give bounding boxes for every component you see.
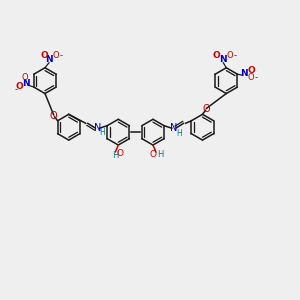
Text: O: O xyxy=(52,51,59,60)
Text: -: - xyxy=(255,73,258,82)
Text: N: N xyxy=(22,79,30,88)
Text: O: O xyxy=(149,151,157,160)
Text: O: O xyxy=(15,82,23,91)
Text: O: O xyxy=(22,73,28,82)
Text: O: O xyxy=(50,111,58,121)
Text: O: O xyxy=(248,73,255,82)
Text: -: - xyxy=(59,51,62,60)
Text: N: N xyxy=(220,55,227,64)
Text: O: O xyxy=(212,51,220,60)
Text: O: O xyxy=(203,104,210,114)
Text: N: N xyxy=(94,123,101,133)
Text: -: - xyxy=(14,85,18,94)
Text: N: N xyxy=(170,123,178,133)
Text: H: H xyxy=(100,128,105,137)
Text: H: H xyxy=(176,129,182,138)
Text: -: - xyxy=(234,51,237,60)
Text: O: O xyxy=(227,51,234,60)
Text: O: O xyxy=(248,66,255,75)
Text: H: H xyxy=(112,152,119,160)
Text: O: O xyxy=(40,51,48,60)
Text: O: O xyxy=(117,149,124,158)
Text: N: N xyxy=(45,55,53,64)
Text: H: H xyxy=(157,151,163,160)
Text: N: N xyxy=(241,69,248,78)
